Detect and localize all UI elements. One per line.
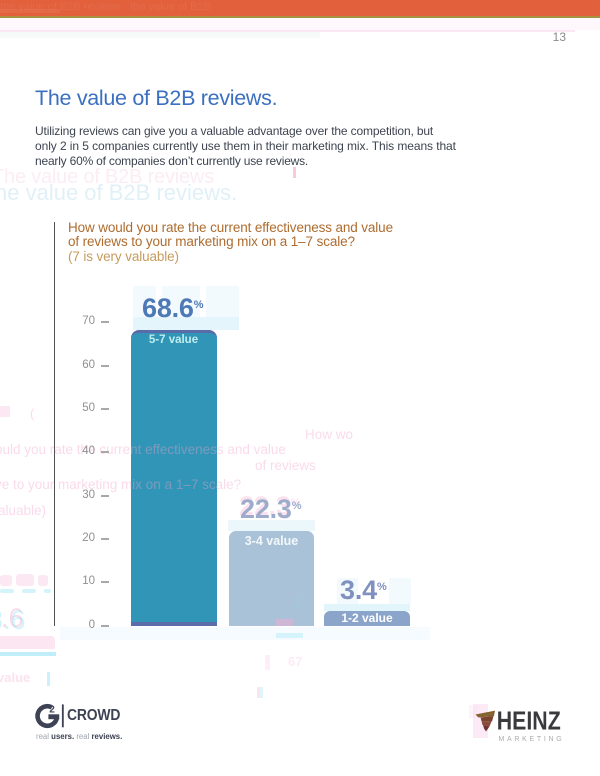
svg-text:2: 2: [49, 704, 55, 715]
svg-text:real users. real reviews.: real users. real reviews.: [36, 732, 122, 741]
svg-text:MARKETING: MARKETING: [499, 736, 565, 743]
svg-text:CROWD: CROWD: [67, 707, 121, 724]
svg-text:HEINZ: HEINZ: [497, 707, 561, 737]
